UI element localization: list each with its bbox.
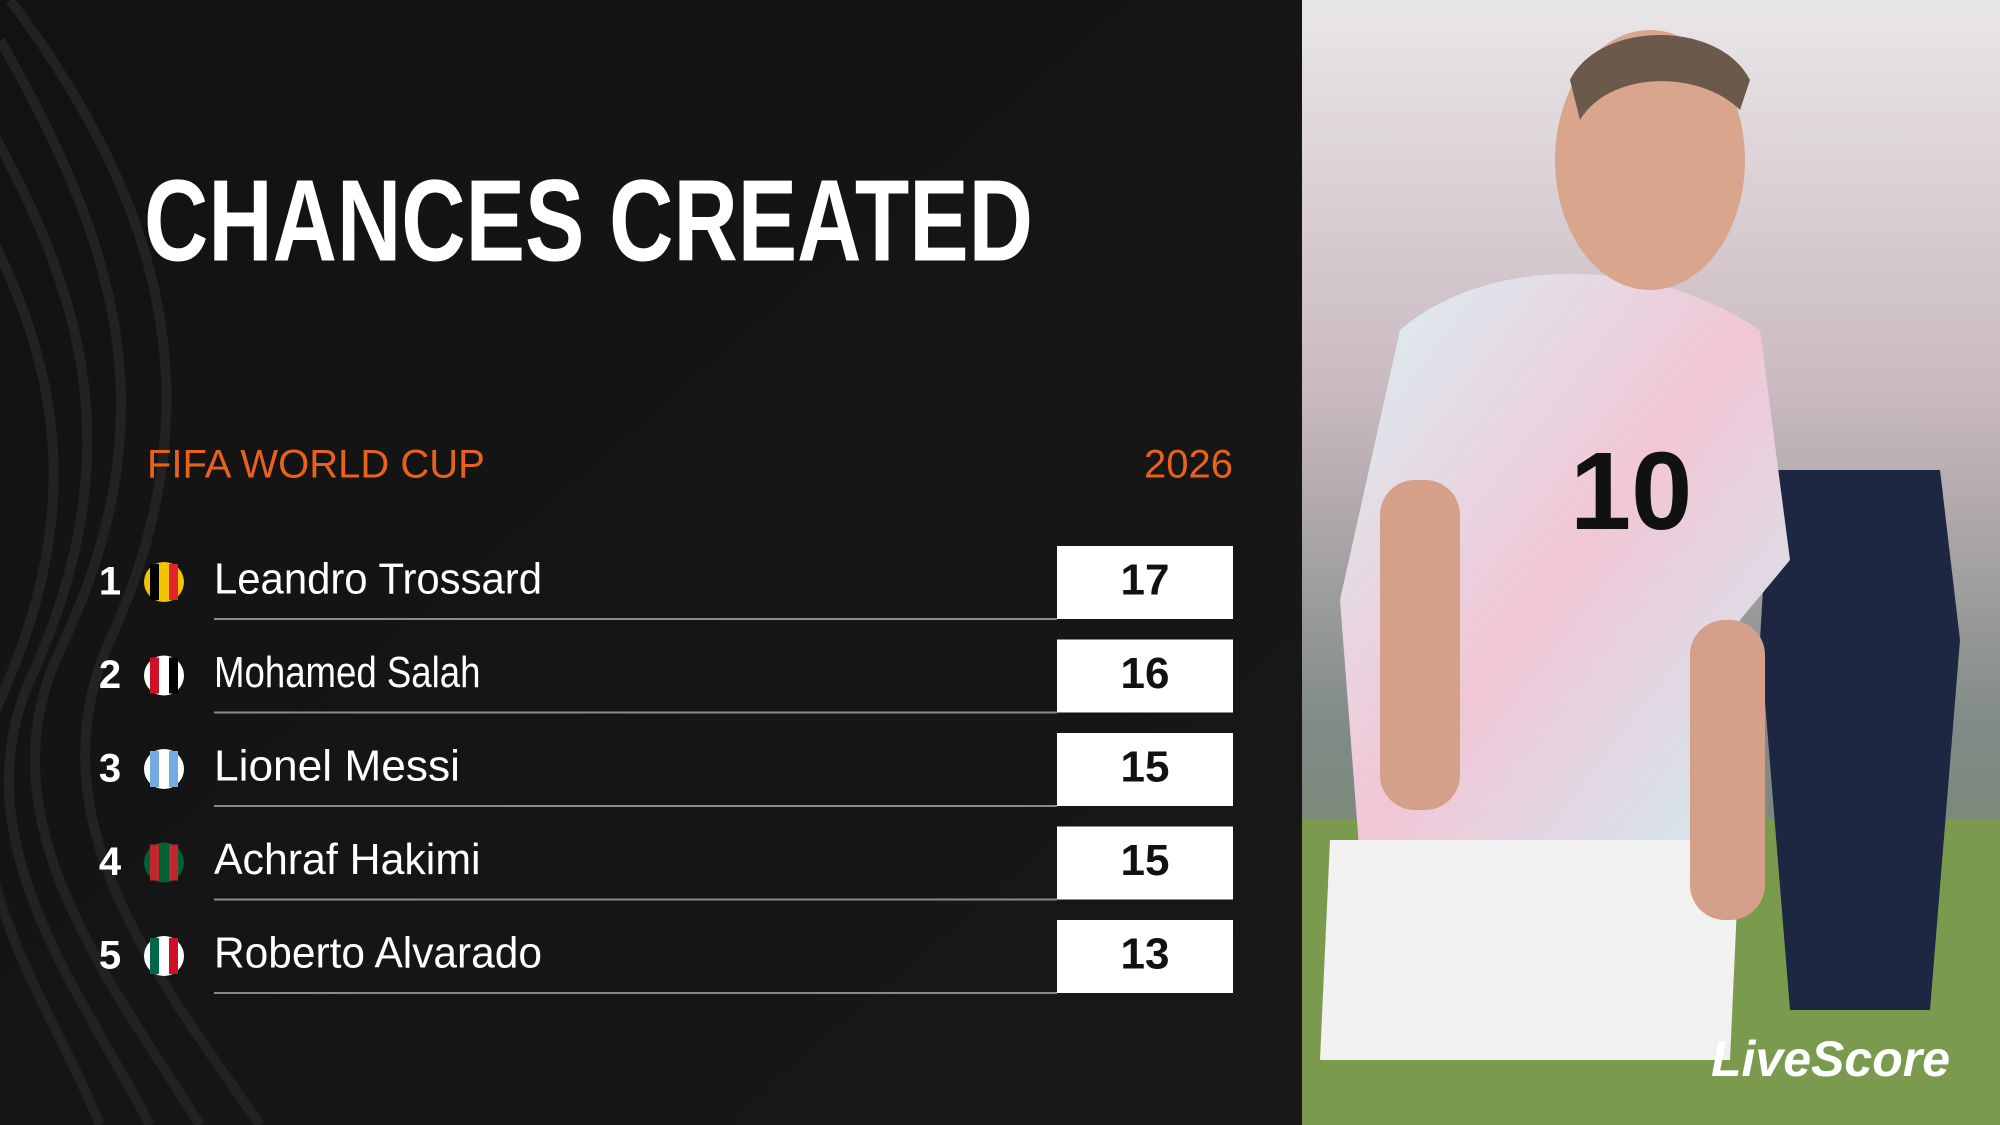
value: 13 [1121, 930, 1170, 979]
flag-stripe [150, 938, 159, 974]
flag-stripe [169, 657, 178, 694]
flag-stripe [169, 751, 178, 787]
value-box [1057, 733, 1233, 806]
rank: 1 [99, 560, 121, 604]
player-name: Roberto Alvarado [214, 929, 542, 978]
rank: 2 [99, 653, 121, 697]
flag-stripe [169, 844, 178, 881]
season: 2026 [1144, 443, 1233, 487]
rank: 5 [99, 934, 121, 978]
value: 16 [1121, 649, 1170, 698]
flag-stripe [150, 564, 159, 600]
flag-stripe [150, 844, 159, 881]
flag-stripe [169, 564, 178, 600]
decor-curves [0, 0, 265, 1125]
value-box [1057, 546, 1233, 619]
brand-logo: LiveScore [1711, 1031, 1950, 1087]
flag-stripe [150, 657, 159, 694]
player-name: Achraf Hakimi [214, 835, 481, 884]
rank: 4 [99, 840, 122, 884]
flag-stripe [169, 938, 178, 974]
player-photo: 10 [1302, 0, 2000, 1125]
value-box [1057, 826, 1233, 900]
rank: 3 [99, 747, 121, 791]
shirt-number: 10 [1570, 430, 1692, 553]
title: CHANCES CREATED [144, 156, 1033, 286]
player-name: Lionel Messi [214, 742, 460, 791]
value-box [1057, 639, 1233, 713]
competition: FIFA WORLD CUP [147, 443, 485, 487]
player-name: Mohamed Salah [214, 648, 481, 697]
flag-stripe [150, 751, 159, 787]
value: 15 [1121, 743, 1170, 792]
value: 15 [1121, 836, 1170, 885]
rows: 1 Leandro Trossard 17 2 Mohamed Salah 16 3 Lion… [99, 546, 1233, 994]
player-name: Leandro Trossard [214, 555, 542, 604]
value: 17 [1121, 556, 1170, 605]
value-box [1057, 920, 1233, 993]
